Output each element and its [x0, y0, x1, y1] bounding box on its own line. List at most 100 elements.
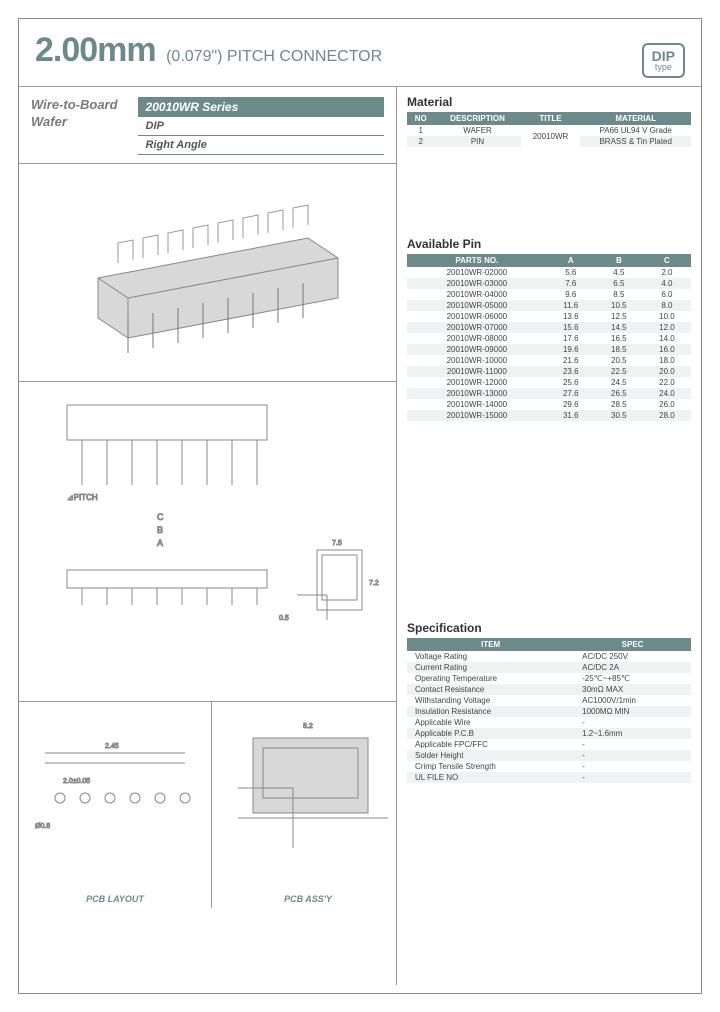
pcb-assy-icon: 8.2: [218, 708, 398, 878]
table-cell: 25.6: [547, 377, 595, 388]
table-cell: 19.6: [547, 344, 595, 355]
table-cell: 30.5: [595, 410, 643, 421]
table-cell: Applicable P.C.B: [407, 728, 574, 739]
datasheet-page: 2.00mm (0.079") PITCH CONNECTOR DIP type…: [18, 18, 702, 994]
svg-text:2.45: 2.45: [105, 743, 119, 750]
table-header: TITLE: [521, 112, 581, 125]
material-section: Material NODESCRIPTIONTITLEMATERIAL 1WAF…: [407, 95, 691, 147]
table-cell: 2: [407, 136, 434, 147]
table-cell: 22.5: [595, 366, 643, 377]
table-row: 20010WR-1300027.626.524.0: [407, 388, 691, 399]
table-cell: 20010WR-04000: [407, 289, 547, 300]
table-cell: 20010WR-12000: [407, 377, 547, 388]
table-cell: Contact Resistance: [407, 684, 574, 695]
table-cell: 20010WR-05000: [407, 300, 547, 311]
content-area: Wire-to-Board Wafer 20010WR Series DIP R…: [19, 87, 701, 985]
table-cell: 28.0: [643, 410, 691, 421]
svg-text:0.5: 0.5: [279, 615, 289, 622]
table-cell: 1: [407, 125, 434, 136]
table-cell: 7.6: [547, 278, 595, 289]
table-cell: 1000MΩ MIN: [574, 706, 691, 717]
table-header: PARTS NO.: [407, 254, 547, 267]
table-cell: 24.5: [595, 377, 643, 388]
table-row: Withstanding VoltageAC1000V/1min: [407, 695, 691, 706]
svg-text:7.5: 7.5: [332, 540, 342, 547]
table-cell: Voltage Rating: [407, 651, 574, 662]
table-cell: 20010WR-13000: [407, 388, 547, 399]
pin-table: PARTS NO.ABC 20010WR-020005.64.52.020010…: [407, 254, 691, 421]
table-row: Contact Resistance30mΩ MAX: [407, 684, 691, 695]
table-cell: 22.0: [643, 377, 691, 388]
table-cell: 8.0: [643, 300, 691, 311]
table-cell: 20010WR-07000: [407, 322, 547, 333]
series-box: 20010WR Series DIP Right Angle: [138, 97, 384, 155]
dip-badge: DIP type: [642, 43, 685, 78]
title-group: 2.00mm (0.079") PITCH CONNECTOR: [35, 31, 382, 70]
table-cell: -: [574, 739, 691, 750]
layout-row: 2.45 2.0±0.05 Ø0.8 PCB LAYOUT: [19, 702, 396, 908]
product-name-line1: Wire-to-Board: [31, 97, 118, 114]
table-cell: 15.6: [547, 322, 595, 333]
pcb-assy-caption: PCB ASS'Y: [212, 894, 404, 904]
table-cell: 5.6: [547, 267, 595, 278]
svg-text:C: C: [157, 512, 164, 522]
table-cell: 4.5: [595, 267, 643, 278]
table-row: 20010WR-1200025.624.522.0: [407, 377, 691, 388]
table-row: 20010WR-0500011.610.58.0: [407, 300, 691, 311]
svg-text:7.2: 7.2: [369, 580, 379, 587]
table-cell: Solder Height: [407, 750, 574, 761]
table-cell: 20010WR-02000: [407, 267, 547, 278]
table-cell: 16.5: [595, 333, 643, 344]
material-title: Material: [407, 95, 691, 109]
table-cell: PIN: [434, 136, 520, 147]
product-header: Wire-to-Board Wafer 20010WR Series DIP R…: [19, 87, 396, 164]
table-row: 20010WR-020005.64.52.0: [407, 267, 691, 278]
table-cell: 6.0: [643, 289, 691, 300]
table-row: 20010WR-030007.66.54.0: [407, 278, 691, 289]
left-column: Wire-to-Board Wafer 20010WR Series DIP R…: [19, 87, 397, 985]
material-table: NODESCRIPTIONTITLEMATERIAL 1WAFER20010WR…: [407, 112, 691, 147]
table-row: 20010WR-0700015.614.512.0: [407, 322, 691, 333]
table-cell: 29.6: [547, 399, 595, 410]
table-cell: 28.5: [595, 399, 643, 410]
table-cell: Applicable Wire: [407, 717, 574, 728]
table-cell: 8.5: [595, 289, 643, 300]
product-render: [19, 164, 396, 382]
spec-title: Specification: [407, 621, 691, 635]
table-cell: 20010WR-10000: [407, 355, 547, 366]
table-cell: -25℃~+85℃: [574, 673, 691, 684]
table-row: 20010WR-0800017.616.514.0: [407, 333, 691, 344]
table-cell: Crimp Tensile Strength: [407, 761, 574, 772]
pcb-layout-caption: PCB LAYOUT: [19, 894, 211, 904]
table-row: 20010WR-040009.68.56.0: [407, 289, 691, 300]
table-cell: 27.6: [547, 388, 595, 399]
dimensions-drawing: ⊿PITCH C B A 0.5: [19, 382, 396, 702]
table-cell: Insulation Resistance: [407, 706, 574, 717]
table-row: 20010WR-0600013.612.510.0: [407, 311, 691, 322]
angle-label: Right Angle: [138, 136, 384, 155]
table-row: Applicable Wire-: [407, 717, 691, 728]
table-cell: 11.6: [547, 300, 595, 311]
badge-bot: type: [655, 63, 672, 72]
table-cell: -: [574, 750, 691, 761]
table-row: Applicable P.C.B1.2~1.6mm: [407, 728, 691, 739]
svg-text:8.2: 8.2: [303, 723, 313, 730]
table-header: SPEC: [574, 638, 691, 651]
pin-title: Available Pin: [407, 237, 691, 251]
table-cell: 20010WR-09000: [407, 344, 547, 355]
table-header: ITEM: [407, 638, 574, 651]
svg-text:2.0±0.05: 2.0±0.05: [63, 778, 90, 785]
table-cell: Operating Temperature: [407, 673, 574, 684]
title-size: 2.00mm: [35, 31, 156, 69]
table-cell: 10.5: [595, 300, 643, 311]
table-cell: 26.5: [595, 388, 643, 399]
table-cell: Withstanding Voltage: [407, 695, 574, 706]
table-header: MATERIAL: [580, 112, 691, 125]
table-cell: -: [574, 772, 691, 783]
table-cell: 20.5: [595, 355, 643, 366]
table-cell: 20010WR: [521, 125, 581, 147]
table-cell: 9.6: [547, 289, 595, 300]
table-cell: 14.0: [643, 333, 691, 344]
pcb-layout-cell: 2.45 2.0±0.05 Ø0.8 PCB LAYOUT: [19, 702, 212, 908]
table-cell: AC/DC 250V: [574, 651, 691, 662]
